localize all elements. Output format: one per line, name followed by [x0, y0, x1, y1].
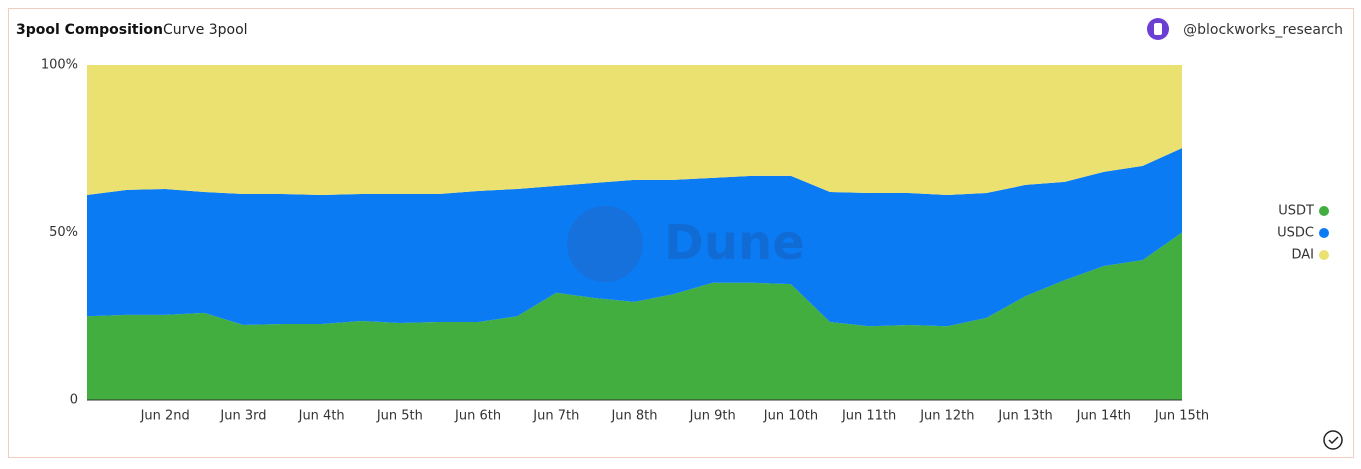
x-tick-label: Jun 10th	[763, 409, 818, 424]
check-icon[interactable]	[1323, 430, 1343, 450]
area	[87, 148, 1182, 327]
x-tick-label: Jun 9th	[689, 409, 736, 424]
x-tick-label: Jun 11th	[841, 409, 896, 424]
x-tick-label: Jun 2nd	[140, 409, 190, 424]
x-tick-label: Jun 15th	[1154, 409, 1209, 424]
x-tick-label: Jun 12th	[919, 409, 974, 424]
x-tick-label: Jun 5th	[376, 409, 423, 424]
legend-swatch	[1319, 250, 1329, 260]
author-logo	[1154, 23, 1162, 35]
plot: 0 50% 100% Jun 2nd Jun 3rd Jun 4th Jun 5th Jun …	[41, 58, 1329, 424]
watermark: Dune	[567, 206, 805, 282]
area	[87, 232, 1182, 400]
x-tick-label: Jun 8th	[610, 409, 657, 424]
x-tick-label: Jun 3rd	[219, 409, 266, 424]
watermark-text: Dune	[664, 215, 805, 271]
y-tick-label: 100%	[41, 58, 78, 73]
legend-swatch	[1319, 206, 1329, 216]
legend-label[interactable]: USDC	[1277, 226, 1314, 241]
x-tick-label: Jun 7th	[532, 409, 579, 424]
x-tick-label: Jun 13th	[997, 409, 1052, 424]
x-tick-label: Jun 14th	[1076, 409, 1131, 424]
chart-subtitle: Curve 3pool	[163, 22, 248, 38]
x-tick-label: Jun 4th	[298, 409, 345, 424]
watermark-logo	[567, 206, 643, 282]
chart-title: 3pool Composition	[16, 22, 163, 38]
legend-label[interactable]: USDT	[1278, 204, 1314, 219]
x-tick-label: Jun 6th	[454, 409, 501, 424]
legend-swatch	[1319, 228, 1329, 238]
author[interactable]: @blockworks_research	[1183, 22, 1343, 38]
y-tick-label: 0	[70, 393, 78, 408]
y-tick-label: 50%	[49, 225, 78, 240]
check-mark	[1328, 436, 1339, 445]
area	[87, 65, 1182, 195]
legend-label[interactable]: DAI	[1291, 248, 1314, 263]
